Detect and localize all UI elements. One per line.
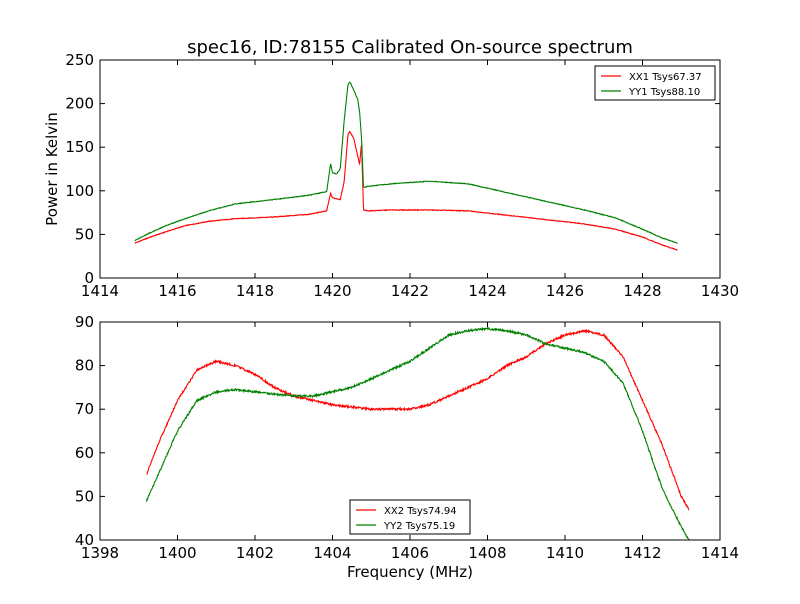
x-tick-label: 1408 xyxy=(468,544,506,562)
x-tick-label: 1412 xyxy=(623,544,661,562)
chart-title: spec16, ID:78155 Calibrated On-source sp… xyxy=(187,37,633,58)
plot-1: 1414 1416 1418 1420 1422 1424 1426 1428 1430 0 50 1… xyxy=(43,51,739,300)
y-tick-label: 0 xyxy=(84,269,94,287)
legend-1: XX1 Tsys67.37 YY1 Tsys88.10 xyxy=(594,65,716,101)
x-tick-label: 1410 xyxy=(546,544,584,562)
legend-2: XX2 Tsys74.94 YY2 Tsys75.19 xyxy=(349,499,471,535)
x-tick-label: 1398 xyxy=(81,544,119,562)
x-tick-label: 1400 xyxy=(158,544,196,562)
legend-label: YY1 Tsys88.10 xyxy=(628,87,700,98)
y-tick-label: 50 xyxy=(75,487,94,505)
x-axis-label: Frequency (MHz) xyxy=(347,563,473,581)
y-tick-label: 200 xyxy=(65,95,94,113)
x-tick-label: 1424 xyxy=(468,282,506,300)
series-line-1-2 xyxy=(134,81,678,245)
y-tick-label: 40 xyxy=(75,531,94,549)
x-tick-label: 1406 xyxy=(391,544,429,562)
x-tick-label: 1422 xyxy=(391,282,429,300)
series-line-2-1 xyxy=(146,328,690,511)
x-tick-label: 1428 xyxy=(623,282,661,300)
x-tick-label: 1426 xyxy=(546,282,584,300)
y-tick-label: 100 xyxy=(65,182,94,200)
y-tick-label: 250 xyxy=(65,51,94,69)
x-tick-label: 1430 xyxy=(701,282,739,300)
legend-label: YY2 Tsys75.19 xyxy=(383,521,455,532)
x-tick-label: 1418 xyxy=(236,282,274,300)
plot-2: 1398 1400 1402 1404 1406 1408 1410 1412 1414 40 50… xyxy=(75,313,739,581)
y-tick-label: 50 xyxy=(75,225,94,243)
legend-label: XX2 Tsys74.94 xyxy=(384,506,457,517)
y-tick-label: 90 xyxy=(75,313,94,331)
y-tick-label: 80 xyxy=(75,357,94,375)
x-tick-label: 1420 xyxy=(313,282,351,300)
x-tick-label: 1414 xyxy=(701,544,739,562)
x-tick-label: 1416 xyxy=(158,282,196,300)
series-line-1-1 xyxy=(134,130,678,251)
y-tick-label: 70 xyxy=(75,400,94,418)
x-tick-label: 1414 xyxy=(81,282,119,300)
y-axis-label: Power in Kelvin xyxy=(43,112,61,226)
legend-box xyxy=(349,499,471,535)
legend-label: XX1 Tsys67.37 xyxy=(629,72,702,83)
legend-box xyxy=(594,65,716,101)
x-tick-label: 1402 xyxy=(236,544,274,562)
y-tick-label: 60 xyxy=(75,444,94,462)
x-tick-label: 1404 xyxy=(313,544,351,562)
series-line-2-2 xyxy=(145,326,690,540)
y-tick-label: 150 xyxy=(65,138,94,156)
